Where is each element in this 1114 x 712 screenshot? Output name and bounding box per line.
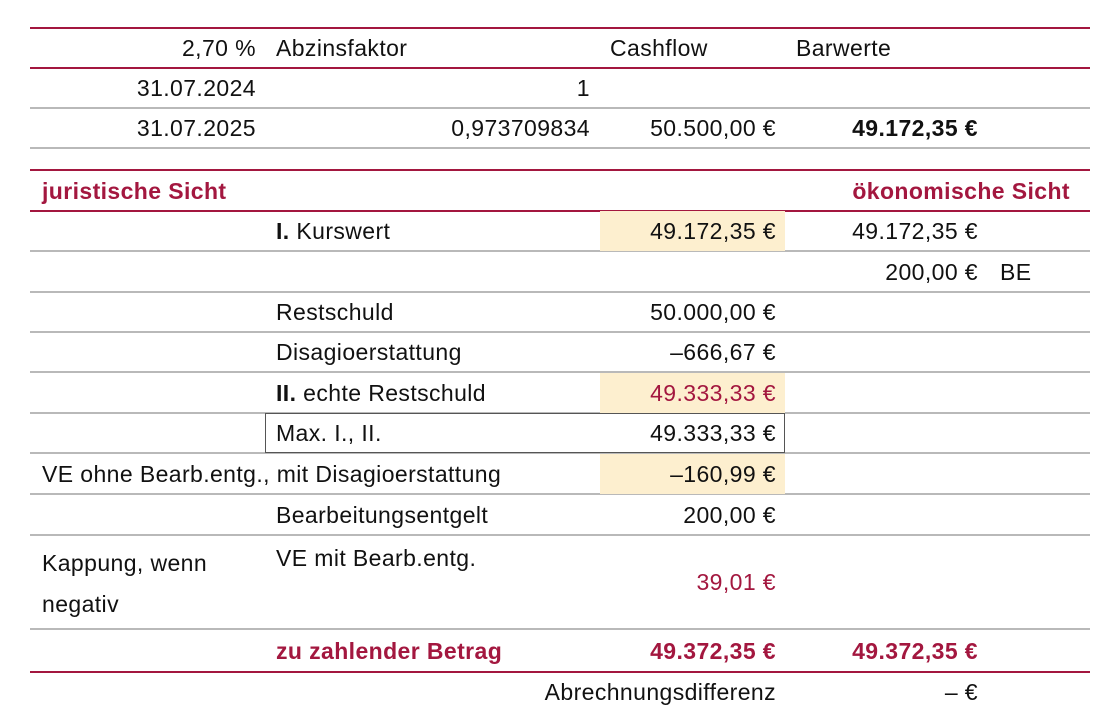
restschuld-value: 50.000,00 € (650, 299, 776, 325)
factor: 0,973709834 (451, 115, 590, 141)
factor: 1 (576, 75, 590, 101)
be-value: 200,00 € (885, 259, 978, 285)
echte-num: II. (276, 380, 297, 406)
section-economic: ökonomische Sicht (852, 178, 1070, 204)
ve-mit-label: VE mit Bearb.entg. (276, 545, 477, 571)
be-label: BE (1000, 259, 1032, 285)
present-value: 49.172,35 € (852, 115, 978, 141)
rule (30, 210, 1090, 212)
max-box (265, 413, 785, 453)
kurswert-label: I. Kurswert (276, 211, 390, 251)
echte-value: 49.333,33 € (600, 373, 785, 413)
kurswert-num: I. (276, 218, 290, 244)
kappung-line2: negativ (42, 591, 119, 617)
disagio-value: –666,67 € (670, 339, 776, 365)
rule (30, 250, 1090, 252)
rule (30, 534, 1090, 536)
max-label: Max. I., II. (276, 420, 382, 446)
col-header-cashflow: Cashflow (610, 35, 708, 61)
zahlen-value: 49.372,35 € (650, 638, 776, 664)
kurswert-value: 49.172,35 € (600, 211, 785, 251)
ve-ohne-label: VE ohne Bearb.entg., mit Disagioerstattu… (42, 461, 502, 487)
rule (30, 331, 1090, 333)
disagio-label: Disagioerstattung (276, 339, 462, 365)
rule (30, 169, 1090, 171)
rule (30, 452, 1090, 454)
max-value: 49.333,33 € (650, 420, 776, 446)
cashflow: 50.500,00 € (650, 115, 776, 141)
rule (30, 27, 1090, 29)
zahlen-econ: 49.372,35 € (852, 638, 978, 664)
echte-label: II. echte Restschuld (276, 373, 486, 413)
rule (30, 67, 1090, 69)
bearb-value: 200,00 € (683, 502, 776, 528)
rule (30, 107, 1090, 109)
restschuld-label: Restschuld (276, 299, 394, 325)
zahlen-label: zu zahlender Betrag (276, 638, 503, 664)
diff-label: Abrechnungsdifferenz (544, 679, 776, 705)
bearb-label: Bearbeitungsentgelt (276, 502, 489, 528)
rule (30, 628, 1090, 630)
rule (30, 291, 1090, 293)
echte-text: echte Restschuld (303, 380, 487, 406)
interest-rate: 2,70 % (181, 35, 256, 61)
col-header-present: Barwerte (796, 35, 892, 61)
rule (30, 493, 1090, 495)
ve-mit-value: 39,01 € (696, 569, 776, 595)
diff-value: – € (944, 679, 978, 705)
kurswert-econ: 49.172,35 € (852, 218, 978, 244)
kurswert-text: Kurswert (296, 218, 391, 244)
rule (30, 671, 1090, 673)
section-legal: juristische Sicht (42, 178, 227, 204)
col-header-factor: Abzinsfaktor (276, 35, 408, 61)
ve-ohne-value: –160,99 € (600, 454, 785, 494)
rule (30, 147, 1090, 149)
date: 31.07.2024 (136, 75, 256, 101)
date: 31.07.2025 (136, 115, 256, 141)
kappung-line1: Kappung, wenn (42, 550, 208, 576)
rule (30, 371, 1090, 373)
